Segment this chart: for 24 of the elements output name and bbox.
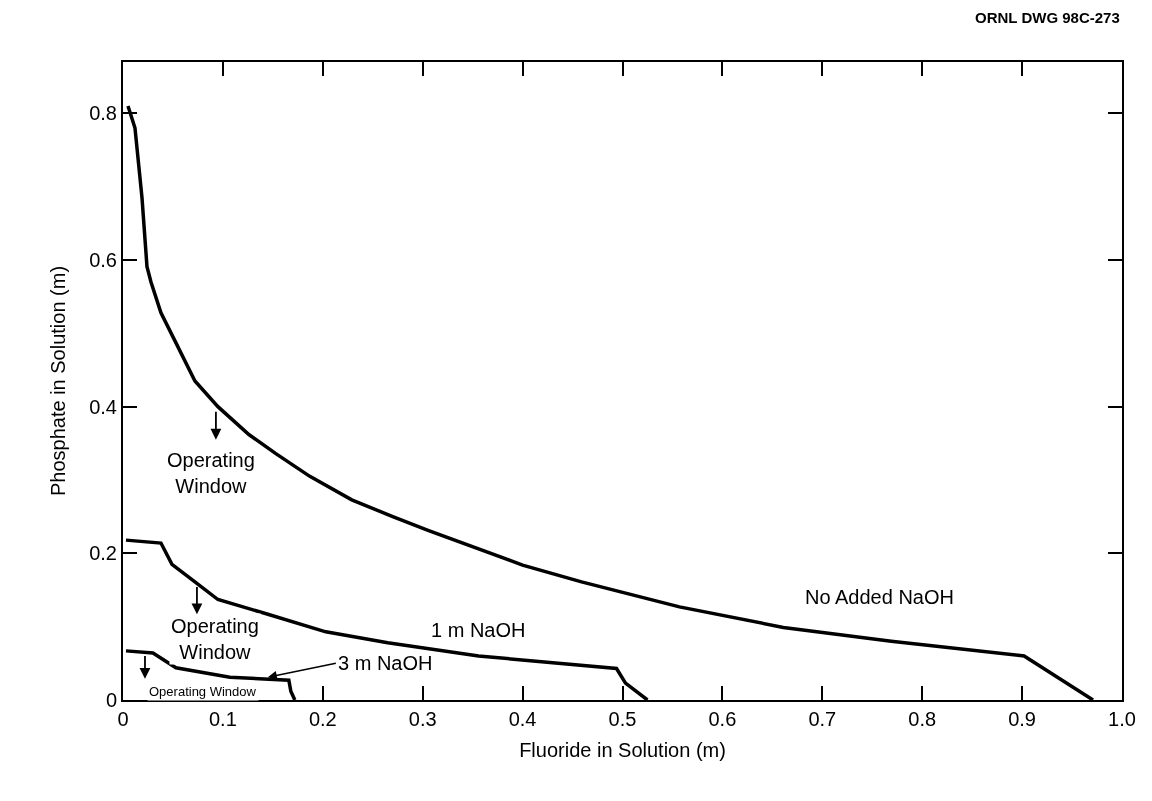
x-tick-label: 0.6 (708, 708, 737, 730)
x-tick-label: 0.1 (208, 708, 237, 730)
y-axis-title: Phosphate in Solution (m) (47, 265, 70, 497)
annotation: Operating Window (149, 684, 257, 699)
x-axis-title: Fluoride in Solution (m) (519, 739, 726, 761)
x-tick-label: 0.8 (908, 708, 937, 730)
x-tick-label: 0.3 (408, 708, 437, 730)
y-tick-label: 0.6 (89, 249, 117, 271)
x-tick-label: 0.4 (508, 708, 537, 730)
y-tick-label: 0.8 (89, 102, 117, 125)
annotation: Operating Window (171, 615, 259, 663)
annotation: 1 m NaOH (431, 619, 526, 641)
annotation: 3 m NaOH (338, 652, 433, 674)
annotation: No Added NaOH (805, 586, 954, 608)
annotation: Operating Window (167, 449, 255, 497)
y-tick-label: 0.2 (89, 542, 117, 565)
x-tick-label: 1.0 (1108, 708, 1136, 730)
y-tick-label: 0.4 (89, 395, 117, 418)
y-tick-label: 0 (105, 689, 117, 711)
x-tick-label: 0.5 (608, 708, 637, 730)
x-tick-label: 0.2 (308, 708, 337, 730)
x-tick-label: 0.7 (808, 708, 837, 730)
x-tick-label: 0.9 (1008, 708, 1037, 730)
text: ORNL DWG 98C-273 (975, 9, 1120, 26)
